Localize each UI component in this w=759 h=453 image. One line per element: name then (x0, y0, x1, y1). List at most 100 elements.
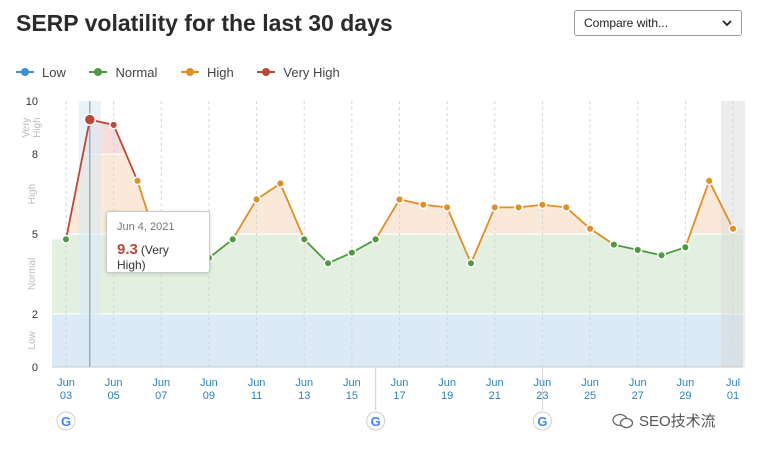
data-point (132, 176, 143, 186)
compare-with-dropdown[interactable]: Compare with... (574, 10, 742, 36)
x-tick-month: Jul (726, 377, 740, 389)
tooltip-value: 9.3 (117, 241, 138, 258)
legend-label: Low (42, 64, 66, 80)
chart-legend: Low Normal High Very High (16, 64, 360, 80)
data-point (514, 202, 524, 212)
legend-label: High (207, 64, 234, 80)
legend-marker-icon (16, 68, 34, 76)
above-line-mask (52, 101, 743, 264)
x-tick-day: 21 (489, 390, 501, 402)
data-point (466, 258, 476, 268)
data-point (728, 224, 738, 234)
y-tick-label: 2 (32, 309, 38, 321)
legend-label: Very High (283, 64, 340, 80)
tooltip-level: (Very High) (117, 243, 169, 272)
legend-item-very-high[interactable]: Very High (257, 64, 340, 80)
x-tick-month: Jun (676, 377, 694, 389)
x-tick-day: 17 (393, 390, 405, 402)
x-tick-month: Jun (391, 377, 409, 389)
data-point (585, 224, 595, 234)
data-point (83, 113, 97, 126)
x-tick-day: 13 (298, 390, 310, 402)
series-line-segment (684, 180, 711, 248)
data-point (680, 242, 690, 252)
legend-marker-icon (257, 68, 276, 76)
x-tick-month: Jun (486, 377, 504, 389)
series-line-segment (231, 198, 258, 240)
google-icon: G (61, 414, 71, 429)
x-tick-month: Jun (248, 377, 266, 389)
y-tick-label: 0 (32, 362, 38, 374)
y-tick-label: 8 (32, 149, 38, 161)
band-label: High (27, 184, 38, 205)
watermark: SEO技术流 (612, 410, 716, 431)
data-point (109, 120, 119, 130)
data-point (537, 200, 547, 210)
data-point (371, 234, 381, 244)
data-point (347, 248, 357, 258)
data-point (228, 234, 238, 244)
legend-item-high[interactable]: High (181, 65, 234, 80)
chart-tooltip: Jun 4, 2021 9.3 (Very High) (106, 211, 210, 273)
x-tick-month: Jun (581, 377, 599, 389)
data-point (609, 240, 619, 250)
x-tick-month: Jun (295, 377, 313, 389)
x-tick-day: 19 (441, 390, 453, 402)
series-line-segment (374, 198, 401, 240)
x-tick-day: 25 (584, 390, 596, 402)
chevron-down-icon (722, 20, 732, 27)
x-tick-day: 01 (727, 390, 739, 402)
data-point (418, 200, 428, 210)
series-line-segment (708, 180, 734, 230)
legend-label: Normal (115, 64, 158, 80)
y-tick-label: 10 (26, 96, 38, 108)
compare-with-label: Compare with... (584, 16, 669, 30)
data-point (633, 245, 643, 255)
series-line-segment (112, 124, 139, 182)
series-line-segment (279, 183, 306, 240)
x-tick-day: 11 (251, 390, 262, 402)
data-point (656, 250, 667, 260)
google-icon: G (537, 414, 547, 429)
google-icon: G (371, 414, 381, 429)
legend-item-normal[interactable]: Normal (89, 65, 157, 80)
series-line-segment (470, 207, 496, 264)
x-tick-month: Jun (200, 377, 218, 389)
data-point (323, 258, 333, 268)
data-point (704, 176, 714, 186)
x-tick-month: Jun (438, 377, 456, 389)
band-label: Normal (27, 258, 38, 290)
x-tick-month: Jun (57, 377, 75, 389)
x-tick-month: Jun (629, 377, 647, 389)
x-tick-month: Jun (152, 377, 170, 389)
x-tick-month: Jun (343, 377, 361, 389)
watermark-text: SEO技术流 (639, 413, 716, 430)
google-update-badge (532, 411, 552, 431)
series-line-segment (565, 206, 591, 230)
data-point (490, 202, 500, 212)
google-update-badge (366, 411, 386, 431)
x-tick-day: 09 (203, 390, 215, 402)
data-point (275, 178, 285, 189)
series-line-segment (303, 238, 329, 264)
series-line-segment (65, 119, 91, 240)
x-tick-day: 27 (632, 390, 644, 402)
legend-marker-icon (89, 68, 108, 76)
current-day-shade (721, 101, 745, 367)
wechat-icon (612, 413, 634, 428)
band-label: Low (27, 330, 38, 349)
data-point (61, 234, 71, 244)
legend-item-low[interactable]: Low (16, 65, 66, 80)
google-update-badge (56, 411, 76, 431)
series-line-segment (589, 227, 615, 246)
series-line-segment (446, 207, 472, 264)
data-point (442, 202, 452, 212)
series-line-segment (256, 182, 281, 201)
x-tick-day: 15 (346, 390, 358, 402)
x-tick-day: 07 (155, 390, 167, 402)
data-point (299, 234, 309, 244)
x-tick-month: Jun (105, 377, 123, 389)
x-tick-day: 03 (60, 390, 72, 402)
legend-marker-icon (181, 68, 200, 76)
x-tick-day: 05 (108, 390, 120, 402)
